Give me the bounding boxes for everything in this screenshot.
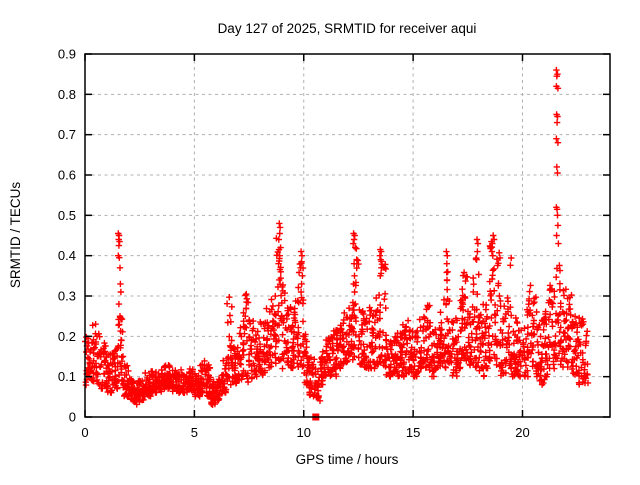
y-tick-label: 0.6: [58, 168, 76, 183]
tick-labels: 0 5 10 15 20 0 0.1 0.2 0.3 0.4 0.5 0.6 0.7 0.8 0.9: [58, 47, 530, 441]
x-tick-label: 0: [81, 425, 88, 440]
chart-title: Day 127 of 2025, SRMTID for receiver aqu…: [218, 21, 477, 36]
y-tick-label: 0.8: [58, 87, 76, 102]
plot-border: [84, 53, 611, 418]
y-tick-label: 0.5: [58, 208, 76, 223]
axis-ticks: [84, 53, 610, 418]
x-tick-label: 15: [406, 425, 420, 440]
x-tick-label: 10: [297, 425, 311, 440]
y-tick-label: 0.4: [58, 248, 76, 263]
scatter-points: [82, 66, 592, 408]
y-tick-label: 0.3: [58, 289, 76, 304]
x-axis-label: GPS time / hours: [296, 452, 399, 467]
x-tick-label: 5: [191, 425, 198, 440]
x-tick-label: 20: [515, 425, 529, 440]
y-tick-label: 0.7: [58, 127, 76, 142]
y-tick-label: 0.1: [58, 369, 76, 384]
y-tick-label: 0: [69, 410, 76, 425]
y-tick-label: 0.2: [58, 329, 76, 344]
y-axis-label: SRMTID / TECUs: [8, 182, 23, 289]
y-tick-label: 0.9: [58, 47, 76, 62]
